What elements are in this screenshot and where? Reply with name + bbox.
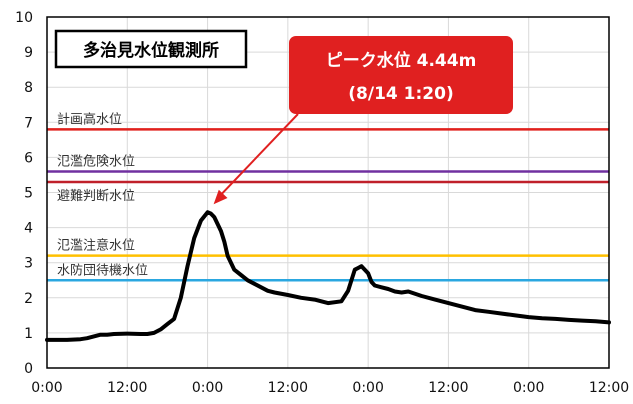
- y-tick-label: 3: [24, 256, 33, 272]
- peak-arrow-head: [213, 189, 228, 205]
- y-tick-label: 2: [24, 291, 33, 307]
- x-tick-label: 0:00: [192, 380, 223, 396]
- x-tick-label: 12:00: [107, 380, 147, 396]
- reference-line-label: 水防団待機水位: [57, 262, 148, 278]
- y-tick-label: 7: [24, 115, 33, 131]
- reference-line-label: 避難判断水位: [57, 189, 135, 204]
- chart-title: 多治見水位観測所: [83, 40, 219, 61]
- x-tick-label: 0:00: [31, 380, 62, 396]
- peak-callout-line1: ピーク水位 4.44m: [326, 50, 477, 71]
- y-tick-label: 5: [24, 186, 33, 202]
- plot-border: [46, 16, 610, 369]
- y-tick-label: 0: [24, 361, 33, 377]
- y-tick-label: 1: [24, 326, 33, 342]
- y-tick-label: 10: [15, 10, 33, 26]
- series-line: [45, 210, 611, 342]
- title-box: [54, 29, 248, 69]
- x-tick-label: 0:00: [513, 380, 544, 396]
- reference-line-label: 氾濫危険水位: [57, 154, 135, 169]
- x-tick-label: 12:00: [428, 380, 468, 396]
- peak-callout-line2: (8/14 1:20): [348, 84, 453, 104]
- y-tick-label: 4: [24, 221, 33, 237]
- peak-arrow-line: [218, 113, 299, 197]
- peak-callout-box: [289, 36, 513, 114]
- reference-line-label: 氾濫注意水位: [57, 238, 135, 254]
- x-tick-label: 0:00: [352, 380, 383, 396]
- x-tick-label: 12:00: [268, 380, 308, 396]
- reference-line-label: 計画高水位: [57, 111, 122, 127]
- y-tick-label: 9: [24, 45, 33, 61]
- y-tick-label: 8: [24, 80, 33, 96]
- y-tick-label: 6: [24, 150, 33, 166]
- x-tick-label: 12:00: [589, 380, 629, 396]
